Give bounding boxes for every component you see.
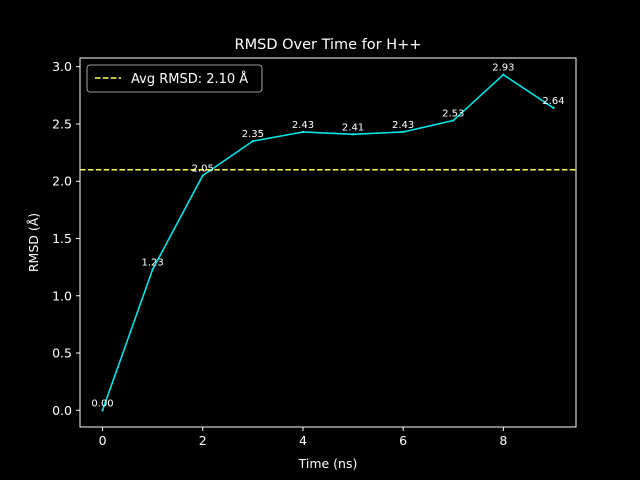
data-label: 2.05 — [192, 164, 214, 175]
data-point — [101, 409, 104, 412]
legend: Avg RMSD: 2.10 Å — [86, 64, 263, 93]
data-label: 2.43 — [392, 120, 414, 131]
data-point — [301, 130, 305, 134]
data-label: 2.53 — [442, 109, 464, 120]
data-label: 0.00 — [91, 398, 113, 409]
x-tick-label: 4 — [299, 433, 307, 448]
legend-box — [86, 64, 263, 93]
data-point — [351, 133, 355, 136]
y-tick-label: 3.0 — [52, 59, 72, 74]
chart-title: RMSD Over Time for H++ — [235, 37, 422, 53]
y-tick-label: 0.0 — [52, 403, 72, 418]
data-label: 2.64 — [542, 96, 564, 107]
data-label: 2.43 — [292, 120, 314, 131]
y-tick-label: 2.5 — [52, 116, 72, 131]
data-point — [201, 174, 204, 177]
data-label: 2.35 — [242, 129, 264, 140]
x-tick-label: 8 — [499, 433, 507, 448]
data-point — [502, 73, 505, 76]
y-axis-label: RMSD (Å) — [26, 213, 41, 272]
x-tick-label: 2 — [199, 433, 207, 448]
data-point — [552, 106, 555, 110]
data-point — [151, 268, 154, 271]
data-point — [452, 119, 455, 122]
x-tick-label: 6 — [399, 433, 407, 448]
data-point — [401, 130, 405, 134]
data-point — [251, 139, 255, 143]
axis-ticks: 0 2 4 6 8 0.0 0.5 1.0 1.5 2.0 2.5 3.0 — [52, 59, 507, 448]
y-tick-label: 1.0 — [52, 288, 72, 303]
data-label: 2.93 — [492, 63, 514, 74]
axes-frame — [79, 57, 577, 428]
rmsd-series-line — [101, 73, 554, 411]
plot-area: 0.00 1.23 2.05 2.35 2.43 2.41 2.43 2.53 2.93 2.64 — [80, 63, 576, 412]
x-axis-label: Time (ns) — [298, 456, 358, 471]
data-label: 1.23 — [142, 257, 164, 268]
y-tick-label: 0.5 — [52, 346, 72, 361]
x-tick-label: 0 — [99, 433, 107, 448]
y-tick-label: 2.0 — [52, 174, 72, 189]
y-tick-label: 1.5 — [52, 231, 72, 246]
legend-label-avg-rmsd: Avg RMSD: 2.10 Å — [131, 71, 248, 87]
data-label: 2.41 — [342, 122, 364, 133]
